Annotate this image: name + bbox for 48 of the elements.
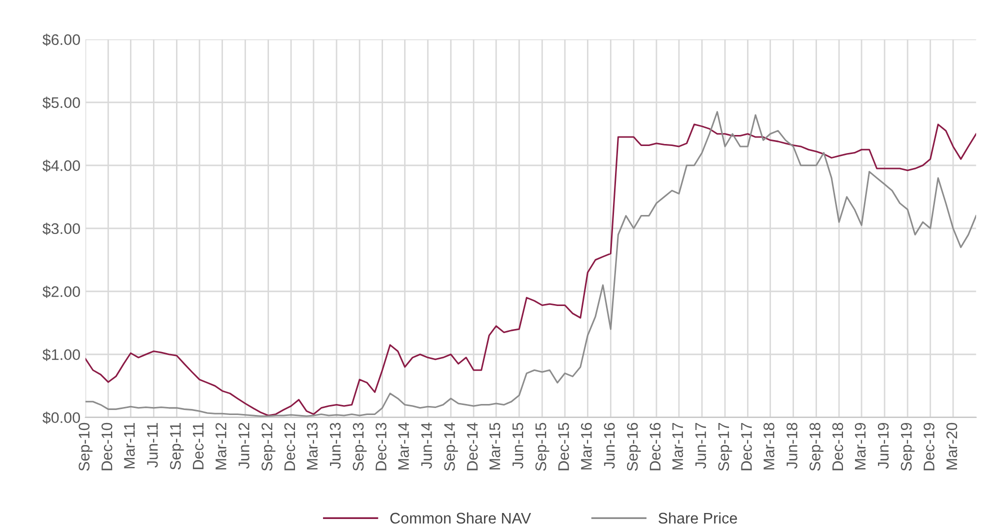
x-tick-label: Dec-18: [832, 422, 844, 470]
x-tick-label: Mar-17: [672, 423, 684, 470]
x-tick-label: Sep-15: [535, 422, 550, 471]
x-tick-label: Jun-12: [238, 423, 250, 469]
y-tick-label: $4.00: [42, 160, 80, 172]
x-tick-label: Mar-15: [490, 422, 500, 470]
x-tick-label: Mar-13: [306, 422, 318, 470]
x-tick-label: Sep-18: [810, 422, 824, 471]
x-tick-label: Dec-12: [284, 423, 296, 470]
y-tick-label: $3.00: [42, 222, 80, 235]
x-tick-label: Mar-11: [124, 422, 135, 468]
x-tick-label: Dec-13: [376, 422, 386, 470]
x-tick-label: Jun-13: [330, 422, 341, 469]
x-tick-label: Jun-18: [786, 422, 798, 469]
legend-label: Share Price: [658, 512, 738, 524]
y-tick-label: $6.00: [42, 34, 80, 46]
x-tick-label: Dec-16: [650, 422, 661, 470]
x-tick-label: Sep-13: [352, 422, 367, 471]
x-tick-label: Jun-15: [512, 422, 524, 469]
x-tick-label: Mar-16: [580, 422, 592, 470]
x-tick-label: Sep-14: [444, 422, 458, 471]
x-tick-label: Sep-16: [626, 422, 641, 471]
x-tick-label: Dec-17: [741, 423, 752, 470]
x-tick-label: Sep-10: [78, 422, 93, 471]
x-tick-label: Mar-14: [398, 422, 409, 470]
x-tick-label: Dec-19: [924, 422, 934, 470]
x-tick-label: Mar-19: [854, 422, 866, 470]
y-tick-label: $0.00: [42, 412, 80, 424]
y-tick-label: $5.00: [42, 96, 80, 109]
x-tick-label: Sep-19: [900, 422, 915, 471]
x-tick-label: Jun-17: [695, 423, 706, 469]
x-tick-label: Sep-17: [718, 423, 732, 471]
x-tick-label: Sep-12: [262, 423, 276, 471]
x-tick-label: Mar-12: [216, 423, 226, 470]
x-tick-label: Sep-11: [170, 422, 184, 470]
x-tick-label: Dec-10: [101, 422, 112, 470]
y-tick-label: $1.00: [42, 348, 80, 361]
x-tick-label: Jun-11: [147, 422, 158, 468]
x-tick-label: Dec-14: [467, 422, 478, 470]
x-tick-label: Mar-20: [946, 422, 958, 470]
x-tick-label: Mar-18: [764, 422, 774, 470]
x-tick-label: Jun-16: [604, 422, 615, 469]
x-tick-label: Jun-19: [878, 422, 889, 469]
y-tick-label: $2.00: [42, 286, 80, 298]
x-tick-label: Dec-15: [558, 422, 570, 470]
x-tick-label: Dec-11: [192, 422, 204, 470]
legend-label: Common Share NAV: [390, 512, 532, 524]
x-tick-label: Jun-14: [421, 422, 432, 469]
